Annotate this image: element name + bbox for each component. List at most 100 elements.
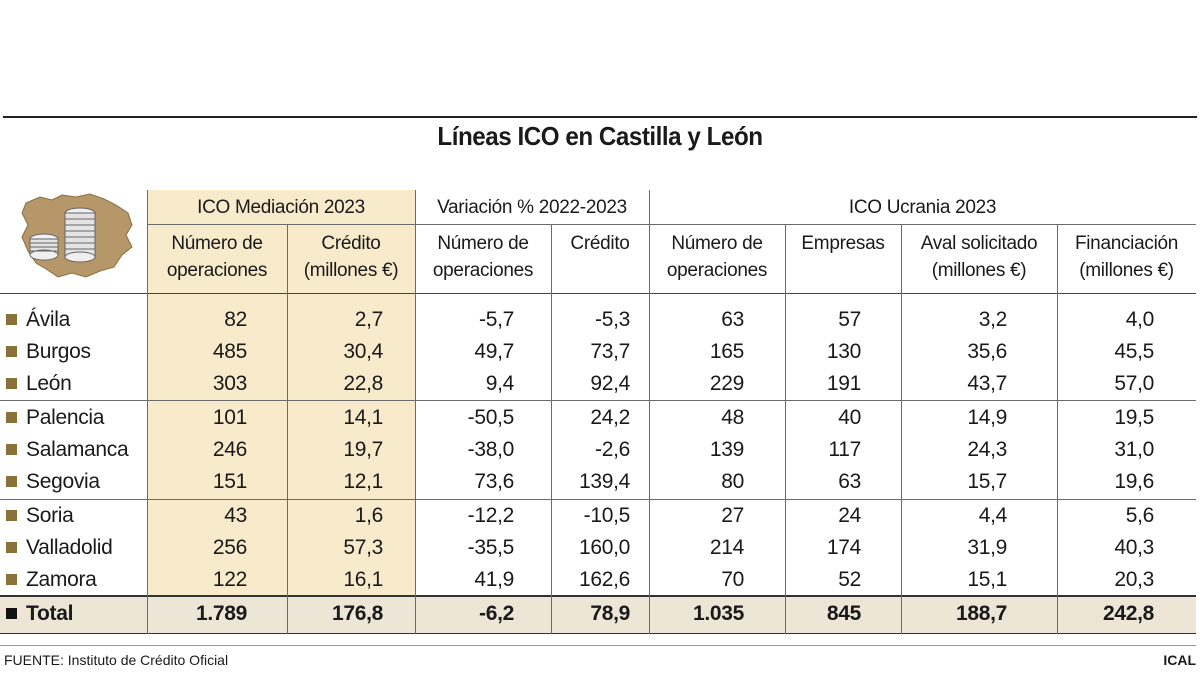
bullet-square-icon: [6, 378, 17, 389]
table-cell: 63: [838, 470, 861, 493]
table-cell: 19,6: [1114, 470, 1154, 493]
table-cell: 151: [212, 470, 247, 493]
table-cell: -38,0: [467, 438, 515, 461]
table-cell: 485: [212, 340, 247, 363]
table-cell: 4,0: [1125, 308, 1155, 331]
footer-rule: [0, 645, 1196, 646]
column-divider: [551, 224, 552, 634]
table-cell: 70: [721, 568, 744, 591]
table-cell: 2,7: [354, 308, 384, 331]
table-cell: 49,7: [474, 340, 514, 363]
table-title: Líneas ICO en Castilla y León: [437, 121, 763, 151]
column-header: Financiación (millones €): [1074, 233, 1179, 281]
table-cell: 24: [838, 504, 861, 527]
total-row-band: [0, 596, 1196, 633]
column-header: Empresas: [801, 233, 885, 254]
province-name: Salamanca: [6, 434, 129, 466]
table-cell: 1,6: [354, 504, 384, 527]
table-cell: -35,5: [467, 536, 515, 559]
brand-label: ICAL: [1163, 652, 1196, 668]
bullet-square-icon: [6, 476, 17, 487]
table-cell: 3,2: [978, 308, 1008, 331]
row-separator: [0, 499, 1196, 500]
total-cell: 1.035: [692, 602, 744, 625]
province-label: Ávila: [26, 308, 71, 331]
table-cell: 9,4: [485, 372, 515, 395]
table-cell: 52: [838, 568, 861, 591]
table-cell: 40,3: [1114, 536, 1154, 559]
province-name: Valladolid: [6, 532, 113, 564]
province-name: Burgos: [6, 336, 91, 368]
province-name: León: [6, 368, 72, 400]
table-cell: 80: [721, 470, 744, 493]
table-cell: -50,5: [467, 406, 515, 429]
table-cell: 191: [826, 372, 861, 395]
province-label: Zamora: [26, 568, 97, 591]
column-header: Crédito (millones €): [303, 233, 399, 281]
column-header: Número de operaciones: [166, 233, 268, 281]
bullet-square-icon: [6, 608, 17, 619]
province-label: Salamanca: [26, 438, 129, 461]
total-top-rule: [0, 595, 1196, 597]
total-cell: 188,7: [955, 602, 1007, 625]
table-cell: 174: [826, 536, 861, 559]
bullet-square-icon: [6, 444, 17, 455]
province-name: Ávila: [6, 304, 70, 336]
province-label: Burgos: [26, 340, 91, 363]
table-cell: 130: [826, 340, 861, 363]
table-cell: 30,4: [343, 340, 383, 363]
group-header-mediacion: ICO Mediación 2023: [197, 197, 365, 218]
table-cell: 214: [709, 536, 744, 559]
total-name: Total: [26, 602, 74, 625]
table-cell: 45,5: [1114, 340, 1154, 363]
castilla-leon-map-coins-icon: [21, 193, 133, 278]
province-label: Valladolid: [26, 536, 113, 559]
table-cell: 27: [721, 504, 744, 527]
table-cell: 24,2: [590, 406, 630, 429]
province-label: Palencia: [26, 406, 105, 429]
table-cell: 43,7: [967, 372, 1007, 395]
bullet-square-icon: [6, 542, 17, 553]
table-cell: -12,2: [467, 504, 515, 527]
column-divider: [415, 190, 416, 634]
bullet-square-icon: [6, 510, 17, 521]
table-cell: 73,6: [474, 470, 514, 493]
source-note: FUENTE: Instituto de Crédito Oficial: [4, 652, 229, 668]
table-cell: 229: [709, 372, 744, 395]
table-cell: -5,7: [479, 308, 514, 331]
province-name: Zamora: [6, 564, 97, 596]
total-cell: 845: [826, 602, 861, 625]
header-bottom-rule: [0, 293, 1196, 294]
total-cell: 78,9: [590, 602, 630, 625]
total-cell: 1.789: [195, 602, 247, 625]
row-separator: [0, 400, 1196, 401]
table-cell: 73,7: [590, 340, 630, 363]
province-name: Soria: [6, 500, 74, 532]
province-label: Segovia: [26, 470, 100, 493]
table-cell: 15,7: [967, 470, 1007, 493]
bullet-square-icon: [6, 412, 17, 423]
table-cell: 246: [212, 438, 247, 461]
table-cell: -5,3: [595, 308, 630, 331]
table-cell: 19,7: [343, 438, 383, 461]
table-cell: 139: [709, 438, 744, 461]
province-name: Segovia: [6, 466, 100, 498]
column-header: Número de operaciones: [666, 233, 768, 281]
total-cell: 176,8: [331, 602, 383, 625]
table-cell: 256: [212, 536, 247, 559]
table-cell: 40: [838, 406, 861, 429]
table-cell: 165: [709, 340, 744, 363]
column-divider: [785, 224, 786, 634]
table-cell: 31,0: [1114, 438, 1154, 461]
column-divider: [1057, 224, 1058, 634]
province-name: Palencia: [6, 402, 104, 434]
table-cell: 22,8: [343, 372, 383, 395]
column-divider: [287, 224, 288, 634]
group-header-rule: [147, 224, 1196, 225]
group-header-ucrania: ICO Ucrania 2023: [848, 197, 997, 218]
total-bottom-rule: [0, 633, 1196, 634]
table-cell: 16,1: [343, 568, 383, 591]
table-cell: 57,3: [343, 536, 383, 559]
column-divider: [649, 190, 650, 634]
table-cell: 43: [224, 504, 247, 527]
